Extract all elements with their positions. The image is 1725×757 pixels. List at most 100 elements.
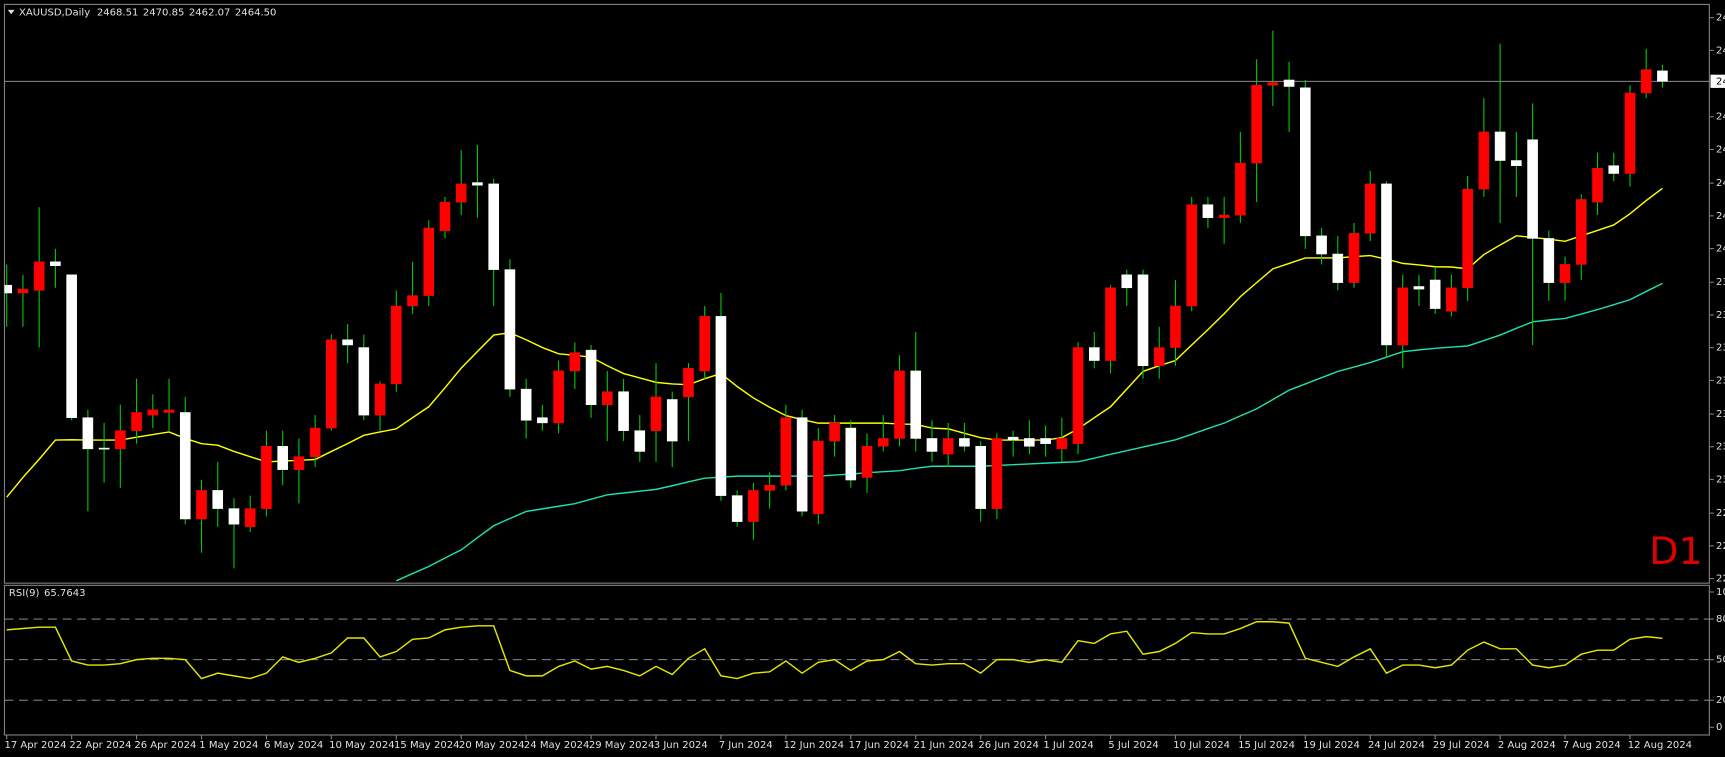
- candle-body: [342, 339, 353, 346]
- candle-body: [910, 370, 922, 439]
- rsi-title: RSI(9): [9, 588, 40, 599]
- candle-body: [4, 284, 13, 294]
- candle-body: [1300, 87, 1311, 237]
- candle-body: [959, 438, 970, 447]
- candle-body: [1413, 286, 1425, 290]
- candle-body: [813, 440, 824, 515]
- y-tick-label: 2349.35: [1716, 375, 1725, 386]
- rsi-header: RSI(9) 65.7643: [9, 588, 86, 599]
- candle-body: [1332, 253, 1344, 283]
- chart-header: XAUUSD,Daily 2468.51 2470.85 2462.07 2464.50: [19, 8, 276, 19]
- candle-body: [1186, 204, 1197, 307]
- header-low: 2462.07: [189, 8, 231, 19]
- candle-body: [553, 370, 564, 424]
- candle-body: [1511, 160, 1522, 166]
- x-tick-label: 10 May 2024: [329, 740, 395, 751]
- candle-body: [715, 316, 727, 496]
- candle-body: [1429, 279, 1441, 309]
- candle-body: [228, 508, 240, 525]
- current-price-box: [1710, 74, 1725, 88]
- timeframe-label: D1: [1649, 529, 1702, 573]
- candle-body: [618, 391, 629, 431]
- candle-body: [650, 396, 662, 431]
- candle-body: [975, 445, 986, 509]
- candle-body: [1153, 347, 1165, 367]
- candle-body: [1267, 82, 1279, 86]
- candle-body: [423, 227, 435, 296]
- x-tick-label: 29 Jul 2024: [1433, 740, 1490, 751]
- y-tick-label: 2361.95: [1716, 343, 1725, 354]
- candle-body: [277, 445, 288, 470]
- candle-body: [877, 438, 889, 447]
- candle-body: [991, 438, 1003, 509]
- candle-body: [748, 490, 759, 522]
- candle-body: [1088, 347, 1100, 361]
- candle-body: [196, 490, 207, 520]
- candle-body: [33, 261, 45, 291]
- rsi-line: [6, 621, 1663, 680]
- candle-body: [1608, 165, 1620, 174]
- y-tick-label: 2285.65: [1716, 541, 1725, 552]
- y-tick-label: 2298.25: [1716, 508, 1725, 519]
- candle-body: [666, 399, 678, 442]
- x-tick-label: 24 May 2024: [524, 740, 590, 751]
- candle-body: [98, 447, 110, 450]
- rsi-tick-label: 80: [1716, 614, 1725, 625]
- rsi-plot: [4, 618, 1710, 701]
- candle-body: [439, 201, 451, 231]
- candle-body: [861, 445, 873, 478]
- candle-body: [1348, 232, 1360, 283]
- candle-body: [1040, 438, 1051, 444]
- candle-body: [115, 430, 126, 450]
- candle-body: [1105, 287, 1116, 361]
- x-tick-label: 12 Aug 2024: [1628, 740, 1692, 751]
- candle-body: [1251, 84, 1262, 164]
- candle-body: [1170, 305, 1181, 348]
- y-tick-label: 2438.25: [1716, 145, 1725, 156]
- candle-body: [244, 508, 256, 528]
- x-tick-label: 19 Jul 2024: [1303, 740, 1360, 751]
- y-tick-label: 2311.20: [1716, 475, 1725, 486]
- current-price-label: 2464.50: [1716, 76, 1725, 87]
- candle-body: [407, 295, 418, 307]
- candle-body: [50, 261, 61, 266]
- candle-body: [634, 430, 646, 452]
- x-tick-label: 1 May 2024: [199, 740, 258, 751]
- x-tick-label: 12 Jun 2024: [784, 740, 844, 751]
- candle-body: [1007, 436, 1019, 441]
- candle-body: [1381, 183, 1392, 346]
- candle-body: [1024, 438, 1035, 447]
- candle-body: [1202, 204, 1214, 218]
- candle-body: [1072, 347, 1084, 444]
- candle-body: [163, 409, 175, 413]
- candle-body: [261, 445, 272, 509]
- y-tick-label: 2400.10: [1716, 244, 1725, 255]
- candle-body: [358, 347, 370, 416]
- x-tick-label: 17 Apr 2024: [4, 740, 66, 751]
- x-tick-label: 24 Jul 2024: [1368, 740, 1425, 751]
- candle-body: [764, 484, 775, 491]
- candle-body: [374, 383, 386, 416]
- candle-body: [1575, 199, 1587, 265]
- y-tick-label: 2476.40: [1716, 45, 1725, 56]
- candle-body: [1543, 238, 1555, 283]
- y-tick-label: 2273.05: [1716, 574, 1725, 585]
- candle-body: [1121, 274, 1133, 289]
- candle-body: [1592, 168, 1603, 203]
- candle-body: [1559, 264, 1571, 283]
- x-tick-label: 15 May 2024: [394, 740, 460, 751]
- x-tick-label: 22 Apr 2024: [69, 740, 131, 751]
- x-tick-label: 7 Jun 2024: [719, 740, 773, 751]
- candle-body: [1640, 69, 1652, 94]
- candle-body: [309, 427, 321, 457]
- candle-body: [1283, 79, 1295, 87]
- candle-body: [683, 368, 694, 398]
- x-tick-label: 3 Jun 2024: [654, 740, 708, 751]
- y-tick-label: 2323.80: [1716, 442, 1725, 453]
- x-tick-label: 20 May 2024: [459, 740, 525, 751]
- menu-triangle[interactable]: [7, 9, 15, 15]
- candle-body: [926, 438, 938, 452]
- moving-average-line: [395, 282, 1663, 582]
